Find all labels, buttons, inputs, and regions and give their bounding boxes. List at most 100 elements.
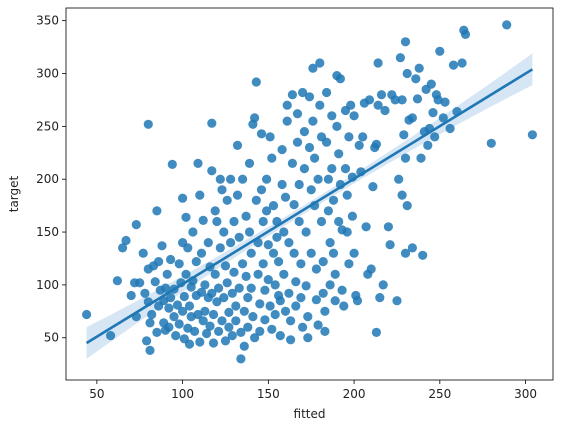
data-point (172, 300, 183, 310)
data-point (255, 326, 265, 336)
data-point (428, 108, 438, 118)
y-tick-label: 300 (36, 67, 59, 81)
data-point (375, 293, 385, 303)
data-point (275, 331, 285, 341)
data-point (282, 100, 292, 110)
data-point (208, 309, 219, 320)
data-point (251, 195, 261, 205)
data-point (337, 285, 347, 295)
data-point (126, 290, 136, 301)
data-point (231, 301, 241, 311)
data-point (236, 354, 246, 364)
data-point (280, 306, 291, 316)
data-point (306, 248, 316, 258)
y-axis-label: target (7, 175, 21, 212)
data-point (527, 130, 538, 140)
data-point (275, 296, 285, 306)
data-point (315, 100, 325, 110)
data-point (224, 322, 234, 332)
data-point (373, 58, 383, 68)
data-point (198, 316, 208, 326)
data-point (400, 37, 411, 47)
data-point (380, 105, 390, 116)
data-point (301, 227, 311, 237)
data-point (296, 293, 306, 303)
data-point (277, 145, 287, 155)
data-point (445, 123, 455, 134)
data-point (270, 309, 280, 320)
x-axis: 50 100 150 200 250 300 (89, 380, 537, 401)
data-point (164, 303, 174, 313)
data-point (311, 295, 321, 305)
data-point (320, 326, 330, 336)
y-tick-label: 350 (36, 14, 59, 28)
data-point (263, 240, 273, 250)
data-point (214, 326, 224, 336)
data-point (138, 248, 148, 258)
data-point (352, 296, 363, 306)
data-point (131, 220, 141, 230)
data-point (270, 280, 280, 290)
data-point (294, 179, 304, 190)
y-tick-label: 150 (36, 225, 59, 239)
data-point (323, 174, 333, 184)
data-point (286, 316, 296, 326)
data-point (190, 326, 200, 336)
data-point (332, 121, 342, 131)
data-point (303, 312, 313, 322)
data-point (364, 95, 375, 105)
data-point (214, 283, 224, 293)
y-tick-label: 50 (44, 331, 59, 345)
data-point (440, 97, 450, 107)
y-tick-label: 250 (36, 119, 59, 133)
data-point (286, 335, 296, 345)
data-point (241, 211, 251, 221)
data-point (258, 216, 268, 227)
data-point (349, 248, 359, 258)
data-point (390, 95, 400, 105)
data-point (135, 278, 145, 288)
data-point (193, 309, 203, 320)
data-point (205, 321, 215, 331)
data-point (330, 269, 340, 279)
data-point (296, 259, 306, 269)
data-point (322, 87, 332, 98)
data-point (358, 132, 368, 142)
data-point (145, 318, 155, 328)
data-point (157, 241, 167, 251)
data-point (303, 333, 313, 343)
plot-area (65, 7, 554, 381)
data-point (433, 95, 443, 105)
data-point (227, 288, 237, 298)
data-point (311, 264, 321, 274)
data-point (457, 58, 467, 68)
data-point (291, 277, 301, 287)
data-point (220, 261, 231, 271)
data-point (407, 243, 417, 253)
data-point (318, 288, 328, 298)
data-point (373, 100, 383, 110)
data-point (322, 137, 332, 147)
data-point (174, 319, 184, 329)
data-point (248, 312, 258, 322)
data-point (184, 339, 195, 349)
data-point (154, 257, 164, 267)
data-point (207, 118, 217, 128)
data-point (385, 240, 395, 250)
data-point (392, 296, 402, 306)
data-point (414, 63, 424, 73)
data-point (287, 158, 297, 168)
data-point (268, 201, 279, 211)
data-point (486, 138, 496, 148)
data-point (243, 322, 253, 332)
data-point (202, 328, 212, 339)
data-point (215, 243, 225, 253)
data-point (250, 333, 260, 343)
data-point (430, 132, 440, 142)
data-point (258, 259, 268, 269)
data-point (238, 174, 248, 184)
data-point (460, 29, 471, 39)
data-point (376, 90, 387, 100)
data-point (279, 227, 289, 237)
